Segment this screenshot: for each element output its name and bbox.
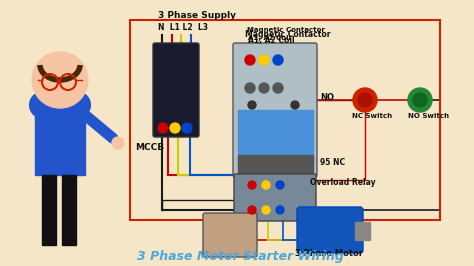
Circle shape <box>273 55 283 65</box>
Text: NO Switch: NO Switch <box>408 113 449 119</box>
Circle shape <box>182 123 192 133</box>
Text: 3 Phase Motor: 3 Phase Motor <box>295 249 363 258</box>
Text: Overload Relay: Overload Relay <box>310 178 375 187</box>
Bar <box>238 110 313 165</box>
Circle shape <box>259 55 269 65</box>
Circle shape <box>158 123 168 133</box>
Text: NO: NO <box>320 93 334 102</box>
Text: NC Switch: NC Switch <box>352 113 392 119</box>
FancyArrowPatch shape <box>87 117 113 138</box>
Text: Magnetic Contactor: Magnetic Contactor <box>245 30 330 39</box>
Bar <box>355 222 370 240</box>
Text: Magnetic Contactor: Magnetic Contactor <box>247 27 325 33</box>
FancyBboxPatch shape <box>297 207 363 253</box>
Circle shape <box>32 52 88 108</box>
FancyBboxPatch shape <box>153 43 199 137</box>
Bar <box>62 175 76 245</box>
Bar <box>130 20 440 220</box>
Circle shape <box>291 101 299 109</box>
Circle shape <box>245 55 255 65</box>
Circle shape <box>248 181 256 189</box>
FancyBboxPatch shape <box>203 213 257 257</box>
Circle shape <box>262 206 270 214</box>
Circle shape <box>353 88 377 112</box>
Text: 3 Phase Supply: 3 Phase Supply <box>158 11 236 20</box>
Bar <box>238 155 313 177</box>
Circle shape <box>248 101 256 109</box>
Text: A1, A2 Coil: A1, A2 Coil <box>248 36 295 45</box>
Circle shape <box>112 137 124 149</box>
Text: 95 NC: 95 NC <box>320 158 345 167</box>
Circle shape <box>413 93 427 107</box>
FancyBboxPatch shape <box>233 43 317 177</box>
Circle shape <box>248 206 256 214</box>
Circle shape <box>245 83 255 93</box>
FancyBboxPatch shape <box>234 174 316 221</box>
Circle shape <box>358 93 372 107</box>
Circle shape <box>170 123 180 133</box>
Text: A1, A2 Coil: A1, A2 Coil <box>248 35 291 41</box>
Circle shape <box>276 206 284 214</box>
Circle shape <box>276 181 284 189</box>
Bar <box>42 175 56 245</box>
Circle shape <box>273 83 283 93</box>
Text: 3 Phase Motor Starter Wiring: 3 Phase Motor Starter Wiring <box>137 250 344 263</box>
Circle shape <box>262 181 270 189</box>
Circle shape <box>259 83 269 93</box>
Circle shape <box>408 88 432 112</box>
Text: N  L1 L2  L3: N L1 L2 L3 <box>158 23 208 32</box>
Bar <box>35 105 85 175</box>
Text: MCCB: MCCB <box>135 143 164 152</box>
